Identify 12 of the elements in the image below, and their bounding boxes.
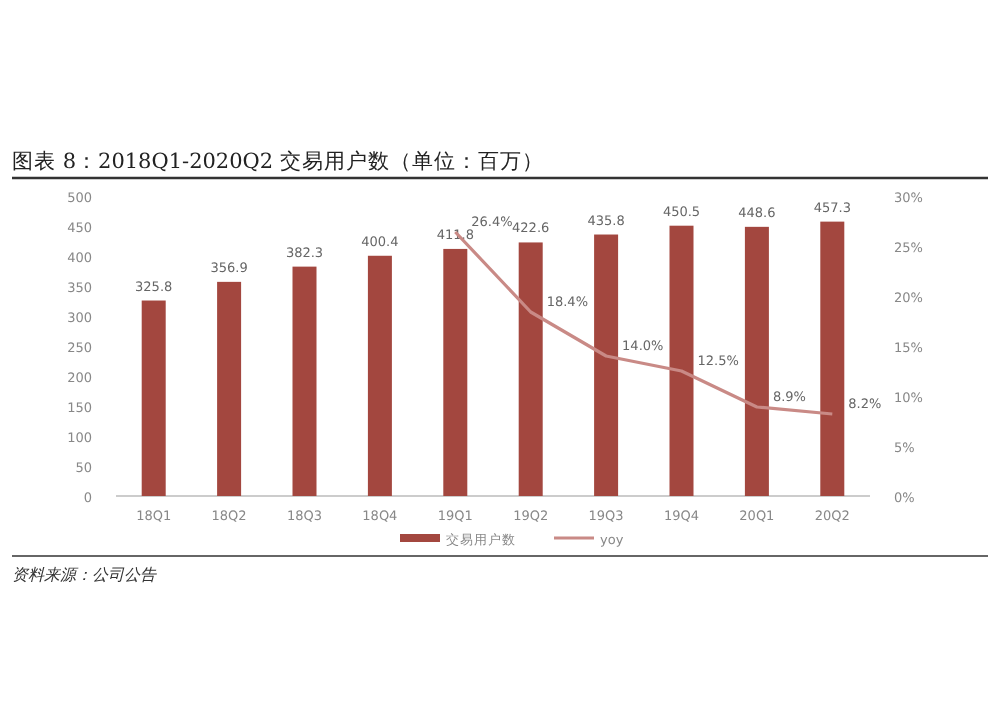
bar <box>820 221 845 496</box>
bar <box>518 242 543 496</box>
bar <box>217 281 242 496</box>
bar <box>367 255 392 496</box>
bar <box>594 234 619 496</box>
bar <box>669 225 694 496</box>
bar <box>141 300 166 496</box>
bar <box>292 266 317 496</box>
chart-title: 图表 8：2018Q1-2020Q2 交易用户数（单位：百万） <box>12 148 544 174</box>
text: 资料来源：公司公告 <box>12 566 158 584</box>
bar <box>744 226 769 496</box>
bar <box>443 248 468 496</box>
